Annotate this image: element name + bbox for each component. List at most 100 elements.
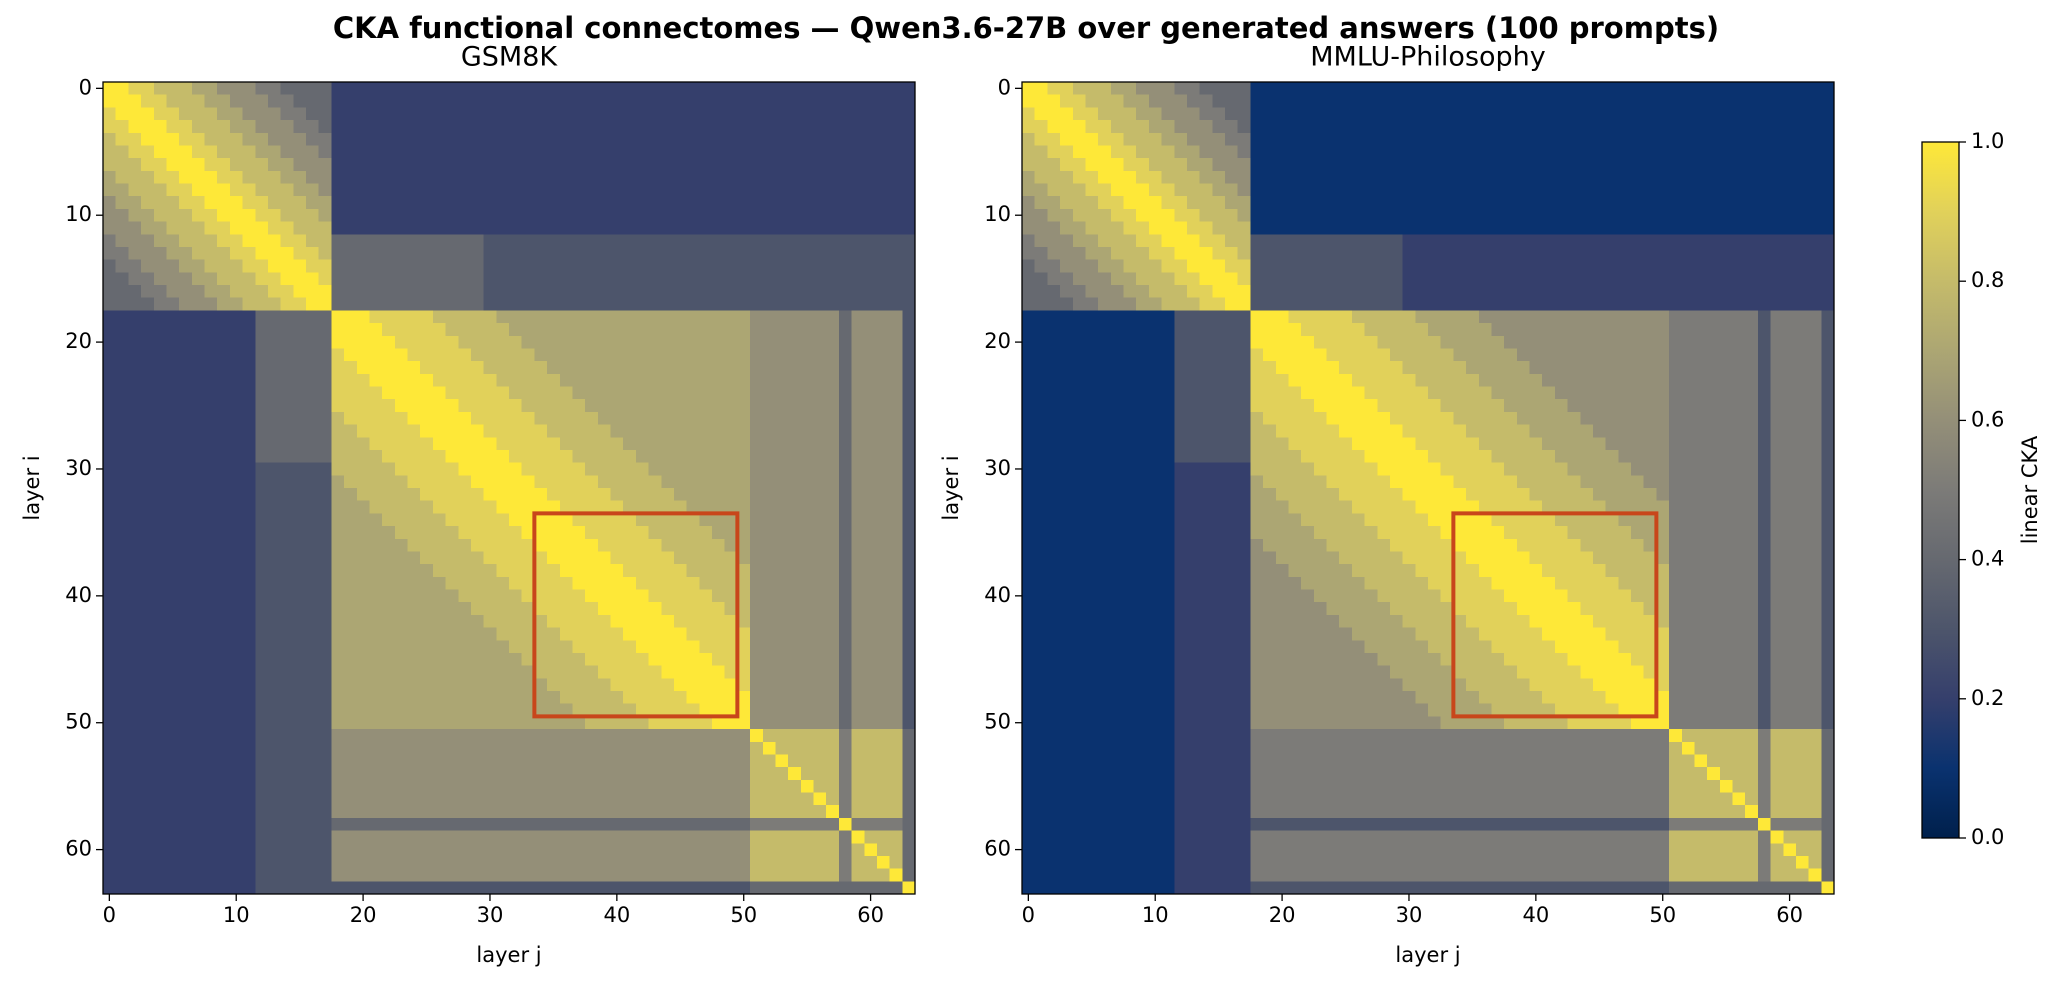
heatmap-cell: [585, 640, 599, 654]
heatmap-cell: [838, 323, 853, 337]
heatmap-cell: [673, 246, 688, 261]
heatmap-cell: [394, 158, 409, 172]
highlight-box: [532, 511, 740, 719]
heatmap-cell: [1516, 132, 1531, 147]
heatmap-cell: [1225, 94, 1239, 108]
heatmap-cell: [673, 158, 688, 172]
heatmap-cell: [128, 817, 142, 832]
heatmap-cell: [293, 805, 307, 819]
heatmap-cell: [775, 437, 789, 451]
heatmap-cell: [838, 805, 853, 819]
heatmap-cell: [242, 627, 256, 641]
heatmap-cell: [204, 716, 218, 730]
heatmap-cell: [1072, 221, 1087, 235]
heatmap-cell: [889, 196, 903, 210]
heatmap-cell: [293, 602, 307, 616]
heatmap-cell: [1022, 196, 1036, 210]
y-tick-label: 20: [65, 329, 92, 353]
heatmap-cell: [534, 805, 548, 819]
heatmap-cell: [864, 475, 878, 489]
heatmap-cell: [1275, 158, 1290, 172]
heatmap-cell: [775, 855, 789, 870]
heatmap-cell: [470, 741, 485, 756]
heatmap-cell: [141, 221, 155, 235]
heatmap-cell: [585, 94, 599, 108]
heatmap-cell: [1072, 526, 1087, 540]
heatmap-cell: [179, 665, 193, 679]
heatmap-cell: [762, 817, 777, 832]
heatmap-cell: [813, 335, 827, 350]
heatmap-cell: [1085, 881, 1099, 895]
heatmap-cell: [889, 678, 903, 692]
heatmap-cell: [889, 158, 903, 172]
heatmap-cell: [838, 120, 853, 134]
heatmap-cell: [775, 234, 789, 248]
heatmap-cell: [737, 678, 751, 692]
heatmap-cell: [559, 145, 574, 159]
heatmap-cell: [128, 830, 142, 844]
heatmap-cell: [407, 411, 421, 426]
heatmap-cell: [800, 361, 815, 375]
heatmap-cell: [166, 817, 180, 832]
heatmap-cell: [635, 462, 650, 476]
heatmap-cell: [204, 817, 218, 832]
heatmap-cell: [509, 526, 523, 540]
heatmap-cell: [788, 399, 802, 413]
heatmap-cell: [699, 830, 713, 844]
heatmap-cell: [306, 855, 320, 870]
heatmap-cell: [483, 449, 497, 464]
heatmap-cell: [661, 576, 675, 591]
heatmap-cell: [496, 246, 510, 261]
heatmap-cell: [686, 741, 700, 756]
heatmap-cell: [1034, 703, 1048, 717]
heatmap-cell: [521, 868, 535, 882]
heatmap-cell: [1808, 158, 1822, 172]
heatmap-cell: [242, 132, 256, 147]
heatmap-cell: [280, 82, 294, 96]
heatmap-cell: [306, 94, 320, 108]
heatmap-cell: [382, 741, 396, 756]
heatmap-cell: [1034, 399, 1048, 413]
heatmap-cell: [179, 373, 193, 388]
heatmap-cell: [356, 716, 371, 730]
heatmap-cell: [876, 272, 891, 286]
heatmap-cell: [559, 234, 574, 248]
heatmap-cell: [153, 843, 168, 857]
heatmap-cell: [1072, 361, 1087, 375]
heatmap-cell: [585, 285, 599, 299]
heatmap-cell: [534, 868, 548, 882]
heatmap-cell: [445, 526, 459, 540]
heatmap-cell: [331, 386, 345, 400]
heatmap-cell: [1034, 437, 1048, 451]
heatmap-cell: [597, 602, 612, 616]
heatmap-cell: [762, 805, 777, 819]
heatmap-cell: [889, 272, 903, 286]
heatmap-cell: [813, 107, 827, 121]
heatmap-cell: [838, 500, 853, 514]
heatmap-cell: [407, 729, 421, 743]
heatmap-cell: [331, 297, 345, 311]
heatmap-cell: [103, 462, 117, 476]
heatmap-cell: [597, 221, 612, 235]
heatmap-cell: [217, 386, 231, 400]
heatmap-cell: [458, 94, 472, 108]
heatmap-cell: [686, 348, 700, 362]
heatmap-cell: [179, 386, 193, 400]
heatmap-cell: [750, 513, 764, 527]
heatmap-cell: [179, 310, 193, 324]
heatmap-cell: [318, 576, 332, 591]
heatmap-cell: [103, 500, 117, 514]
heatmap-cell: [153, 348, 168, 362]
heatmap-cell: [1098, 120, 1112, 134]
heatmap-cell: [445, 589, 459, 603]
heatmap-cell: [420, 614, 434, 629]
heatmap-cell: [673, 386, 688, 400]
heatmap-cell: [420, 246, 434, 261]
heatmap-cell: [547, 868, 561, 882]
heatmap-cell: [648, 246, 662, 261]
heatmap-cell: [394, 449, 409, 464]
heatmap-cell: [1072, 741, 1087, 756]
heatmap-cell: [648, 437, 662, 451]
heatmap-cell: [1618, 120, 1632, 134]
heatmap-cell: [509, 297, 523, 311]
